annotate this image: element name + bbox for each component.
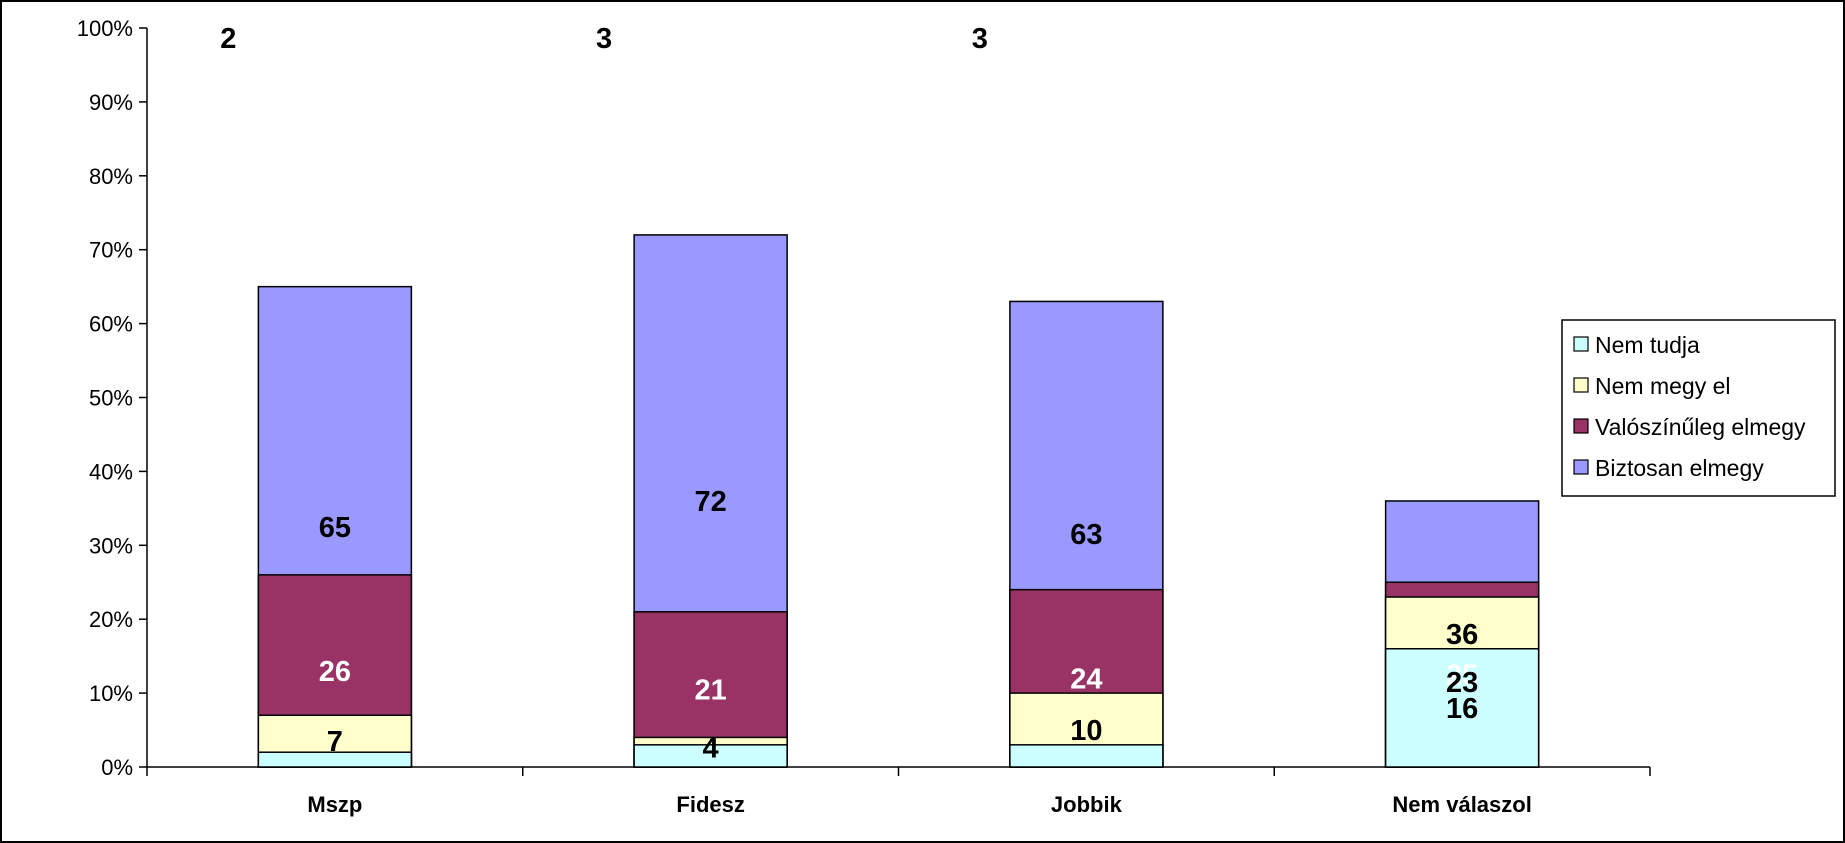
data-label: 72	[694, 486, 726, 518]
legend-label: Valószínűleg elmegy	[1595, 414, 1806, 440]
data-label: 36	[1446, 619, 1478, 651]
data-label: 16	[1446, 693, 1478, 725]
data-label: 3	[972, 23, 988, 55]
data-label: 24	[1070, 663, 1102, 695]
legend-box	[1561, 319, 1836, 497]
data-label: 7	[327, 726, 343, 758]
y-tick-label: 60%	[89, 312, 133, 337]
y-tick-label: 40%	[89, 459, 133, 484]
data-label: 21	[694, 674, 726, 706]
x-category-label: Mszp	[307, 792, 362, 817]
y-tick-label: 50%	[89, 386, 133, 411]
data-label: 3	[596, 23, 612, 55]
data-label: 63	[1070, 519, 1102, 551]
legend-swatch	[1573, 459, 1589, 475]
data-label: 2	[220, 23, 236, 55]
legend-label: Biztosan elmegy	[1595, 455, 1764, 481]
y-tick-label: 20%	[89, 607, 133, 632]
y-tick-label: 80%	[89, 164, 133, 189]
x-category-label: Jobbik	[1051, 792, 1123, 817]
data-label: 4	[703, 732, 719, 764]
bar-segment	[633, 744, 788, 768]
data-label: 10	[1070, 715, 1102, 747]
legend-swatch	[1573, 377, 1589, 393]
data-label: 23	[1446, 667, 1478, 699]
legend-label: Nem tudja	[1595, 332, 1700, 358]
data-label: 26	[319, 656, 351, 688]
y-tick-label: 100%	[77, 16, 133, 41]
legend-swatch	[1573, 336, 1589, 352]
x-category-label: Nem válaszol	[1392, 792, 1531, 817]
y-tick-label: 90%	[89, 90, 133, 115]
x-category-label: Fidesz	[676, 792, 744, 817]
y-tick-label: 30%	[89, 533, 133, 558]
bar-segment	[1009, 744, 1164, 768]
y-tick-label: 0%	[101, 755, 133, 780]
bar-segment	[257, 751, 413, 768]
bar-segment	[1384, 648, 1540, 768]
data-label: 65	[319, 512, 351, 544]
legend-label: Nem megy el	[1595, 373, 1730, 399]
legend-swatch	[1573, 418, 1589, 434]
data-label: 25	[1446, 660, 1478, 692]
y-tick-label: 10%	[89, 681, 133, 706]
y-tick-label: 70%	[89, 238, 133, 263]
